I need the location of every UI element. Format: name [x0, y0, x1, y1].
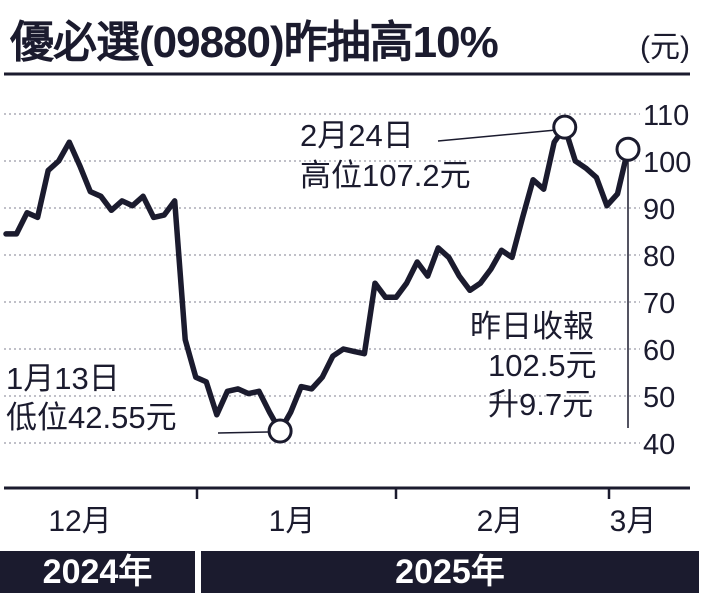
- x-tick-label: 12月: [48, 505, 111, 538]
- price-line: [3, 124, 631, 434]
- latest-change: 升9.7元: [488, 387, 594, 422]
- unit-label: (元): [640, 31, 690, 64]
- y-tick-label: 90: [643, 194, 675, 226]
- y-tick-label: 50: [643, 382, 675, 414]
- latest-price: 102.5元: [488, 348, 597, 383]
- low-date-label: 1月13日: [6, 361, 120, 396]
- high-leader-line: [437, 129, 555, 142]
- y-tick-label: 100: [643, 147, 691, 179]
- y-tick-label: 40: [643, 429, 675, 461]
- y-tick-label: 60: [643, 335, 675, 367]
- x-tick-label: 1月: [269, 505, 316, 538]
- high-marker: [552, 114, 578, 140]
- latest-label: 昨日收報: [470, 309, 594, 344]
- low-value-label: 低位42.55元: [6, 400, 177, 435]
- chart-title: 優必選(09880)昨抽高10%: [10, 18, 499, 67]
- year-label-2024: 2024年: [0, 551, 195, 593]
- y-tick-label: 70: [643, 288, 675, 320]
- high-date-label: 2月24日: [300, 118, 414, 153]
- x-tick-label: 2月: [477, 505, 524, 538]
- latest-marker: [615, 136, 641, 162]
- low-marker: [267, 418, 293, 444]
- low-leader-line: [217, 431, 269, 434]
- y-tick-label: 80: [643, 241, 675, 273]
- high-value-label: 高位107.2元: [300, 158, 471, 193]
- y-tick-label: 110: [643, 100, 689, 132]
- x-tick-label: 3月: [610, 505, 657, 538]
- year-label-2025: 2025年: [201, 551, 699, 593]
